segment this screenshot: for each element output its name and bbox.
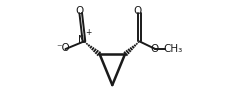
Text: ⁻O: ⁻O <box>56 43 70 53</box>
Text: N: N <box>79 35 86 45</box>
Text: O: O <box>150 43 159 54</box>
Text: +: + <box>85 28 91 37</box>
Text: O: O <box>75 6 83 16</box>
Text: CH₃: CH₃ <box>164 43 183 54</box>
Text: O: O <box>134 6 142 16</box>
